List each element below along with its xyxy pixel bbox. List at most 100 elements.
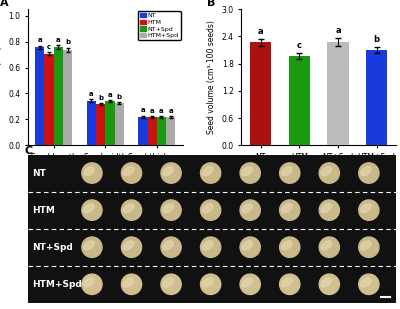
Text: b: b [117,94,122,99]
Bar [250,42,271,145]
Ellipse shape [202,278,213,287]
Bar [157,117,166,145]
Text: a: a [258,27,264,36]
Bar [289,56,310,145]
Ellipse shape [321,278,332,287]
Ellipse shape [359,163,379,183]
Ellipse shape [282,204,292,213]
Ellipse shape [361,278,371,287]
Text: a: a [141,107,145,113]
Ellipse shape [163,241,174,250]
Ellipse shape [282,167,292,176]
Ellipse shape [161,200,181,220]
Bar [44,54,54,145]
Text: c: c [297,41,302,50]
Ellipse shape [319,200,340,220]
Ellipse shape [200,163,221,183]
Ellipse shape [123,204,134,213]
Ellipse shape [319,237,340,257]
Text: a: a [335,26,341,35]
Ellipse shape [121,200,142,220]
Ellipse shape [123,278,134,287]
Text: b: b [374,35,380,44]
Ellipse shape [121,163,142,183]
Ellipse shape [242,167,252,176]
Ellipse shape [123,241,134,250]
Ellipse shape [82,274,102,294]
Ellipse shape [242,204,252,213]
Text: a: a [89,91,94,97]
Bar [63,50,72,145]
Bar [54,47,63,145]
Ellipse shape [242,241,252,250]
Ellipse shape [82,163,102,183]
Ellipse shape [121,274,142,294]
Text: HTM: HTM [32,205,54,215]
Bar [327,42,349,145]
Bar [366,50,387,145]
Text: c: c [47,44,51,50]
Ellipse shape [242,278,252,287]
Ellipse shape [321,204,332,213]
Ellipse shape [280,237,300,257]
Bar [148,117,157,145]
Ellipse shape [240,163,260,183]
Ellipse shape [82,237,102,257]
Text: b: b [98,95,103,101]
Text: b: b [65,39,70,45]
Ellipse shape [161,274,181,294]
Ellipse shape [240,237,260,257]
Legend: NT, HTM, NT+Spd, HTM+Spd: NT, HTM, NT+Spd, HTM+Spd [138,11,181,40]
Ellipse shape [361,241,371,250]
Ellipse shape [202,241,213,250]
Ellipse shape [84,241,94,250]
Bar [138,117,148,145]
Ellipse shape [359,237,379,257]
Ellipse shape [240,274,260,294]
Ellipse shape [84,278,94,287]
Text: NT: NT [32,168,46,178]
Bar [35,48,44,145]
Text: a: a [150,108,154,114]
Ellipse shape [121,237,142,257]
Ellipse shape [200,200,221,220]
Bar [96,104,105,145]
Ellipse shape [161,237,181,257]
Y-axis label: Seed size (cm): Seed size (cm) [0,46,3,108]
Ellipse shape [319,274,340,294]
Text: C: C [24,146,32,156]
Text: NT+Spd: NT+Spd [32,243,72,252]
Text: a: a [56,36,61,43]
Text: a: a [108,91,112,98]
Bar [166,117,176,145]
Ellipse shape [319,163,340,183]
Text: a: a [159,108,164,114]
Ellipse shape [84,204,94,213]
Ellipse shape [84,167,94,176]
Text: a: a [38,37,42,43]
Ellipse shape [240,200,260,220]
Ellipse shape [280,163,300,183]
Ellipse shape [200,274,221,294]
Ellipse shape [163,204,174,213]
Text: B: B [207,0,216,8]
Ellipse shape [280,274,300,294]
Ellipse shape [359,200,379,220]
Ellipse shape [123,167,134,176]
Ellipse shape [282,241,292,250]
Ellipse shape [202,204,213,213]
Text: A: A [0,0,9,8]
Ellipse shape [200,237,221,257]
Ellipse shape [361,204,371,213]
Y-axis label: Seed volume (cm³·100 seeds): Seed volume (cm³·100 seeds) [207,20,216,134]
Bar [114,103,124,145]
Ellipse shape [82,200,102,220]
Ellipse shape [321,241,332,250]
Bar [105,101,114,145]
Text: a: a [168,108,173,114]
Ellipse shape [163,278,174,287]
Bar [87,100,96,145]
Ellipse shape [282,278,292,287]
Ellipse shape [161,163,181,183]
Text: HTM+Spd: HTM+Spd [32,280,82,289]
